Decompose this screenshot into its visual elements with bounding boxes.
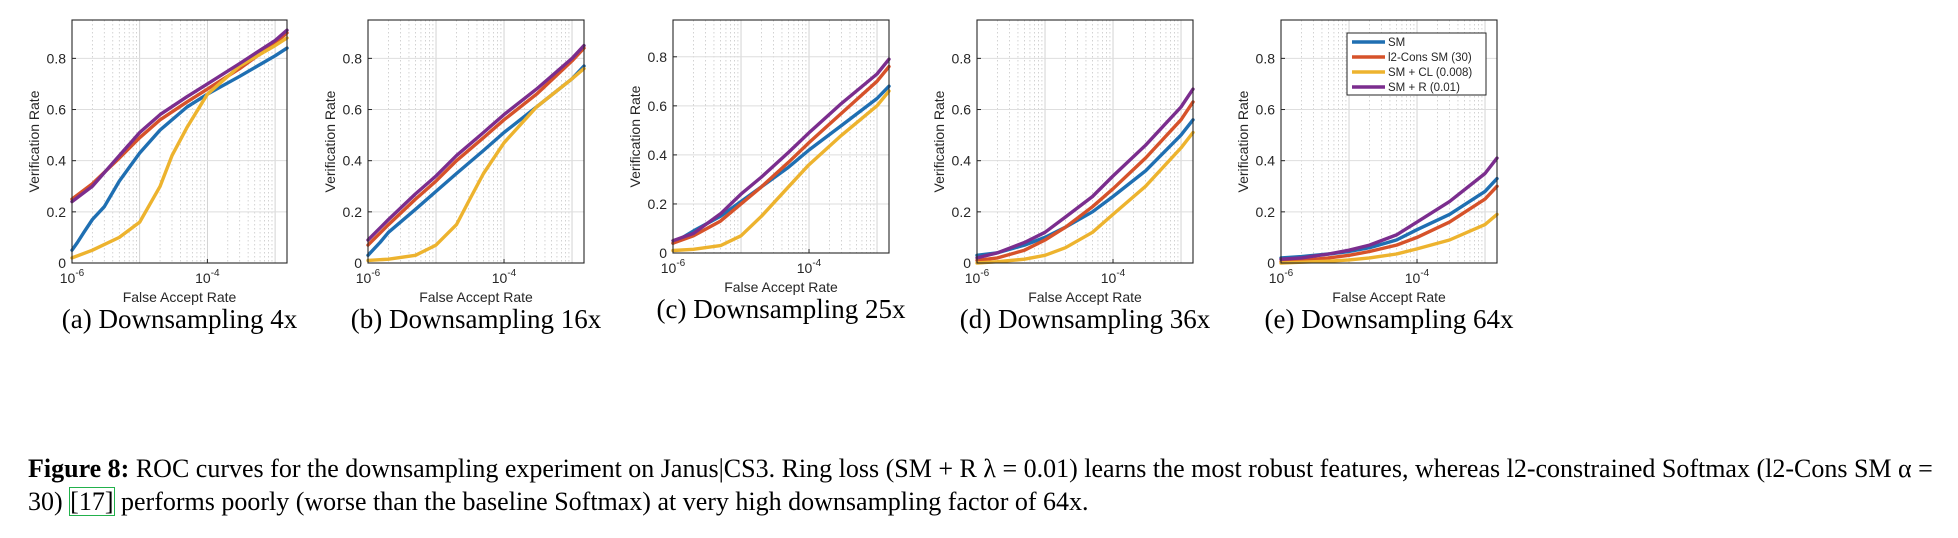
y-tick-label: 0.4 <box>47 153 67 169</box>
x-tick-label: 10-6 <box>356 268 381 286</box>
series-line-l2-cons-sm-30- <box>366 46 586 247</box>
y-tick-label: 0.2 <box>1256 204 1276 220</box>
y-tick-label: 0.4 <box>952 153 972 169</box>
roc-panel-2: 0 0.2 0.4 0.6 0.8 10-6 10-4 False Accept Rate Ve… <box>322 19 602 334</box>
y-tick-label: 0.4 <box>343 153 363 169</box>
series-line-sm-cl-0-008- <box>366 66 586 263</box>
x-tick-label: 10-6 <box>1269 268 1294 286</box>
plot-area <box>673 20 889 253</box>
y-axis-label: Verification Rate <box>26 90 42 192</box>
x-tick-label: 10-4 <box>1101 268 1126 286</box>
y-tick-label: 0.6 <box>343 102 363 118</box>
x-axis-label: False Accept Rate <box>724 279 838 295</box>
y-axis-label: Verification Rate <box>322 90 338 192</box>
y-axis-label: Verification Rate <box>931 90 947 192</box>
x-tick-label: 10-4 <box>1405 268 1430 286</box>
legend-label: SM + CL (0.008) <box>1388 67 1472 79</box>
y-tick-label: 0.4 <box>1256 153 1276 169</box>
y-tick-label: 0.2 <box>47 204 67 220</box>
series-line-l2-cons-sm-30- <box>975 100 1195 263</box>
series-line-sm-r-0-01- <box>975 87 1195 260</box>
y-tick-label: 0.2 <box>343 204 363 220</box>
series-line-sm-cl-0-008- <box>671 89 891 253</box>
series-line-l2-cons-sm-30- <box>1279 184 1499 264</box>
axes-frame <box>1280 19 1498 264</box>
y-tick-label: 0 <box>58 255 66 271</box>
figure-label: Figure 8: <box>28 454 130 483</box>
series-line-sm <box>70 46 289 252</box>
subfigure-caption: (d) Downsampling 36x <box>960 304 1211 334</box>
roc-panel-4: 0 0.2 0.4 0.6 0.8 10-6 10-4 False Accept Rate Ve… <box>931 19 1211 334</box>
axes-frame <box>71 19 288 264</box>
y-tick-label: 0.8 <box>648 49 668 65</box>
y-tick-label: 0 <box>659 245 667 261</box>
roc-panel-3: 0 0.2 0.4 0.6 0.8 10-6 10-4 False Accept Rate Ve… <box>627 19 906 324</box>
x-tick-label: 10-6 <box>60 268 85 286</box>
subfigure-caption: (a) Downsampling 4x <box>62 304 298 334</box>
caption-text-1: ROC curves for the downsampling experime… <box>28 454 1933 516</box>
series-line-sm-cl-0-008- <box>70 36 289 260</box>
subfigure-caption: (c) Downsampling 25x <box>657 294 906 324</box>
y-tick-label: 0.8 <box>343 50 363 66</box>
x-tick-label: 10-4 <box>492 268 517 286</box>
y-tick-label: 0.8 <box>952 50 972 66</box>
x-tick-label: 10-4 <box>797 258 822 276</box>
plot-area <box>368 20 584 263</box>
figure-caption: Figure 8: ROC curves for the downsamplin… <box>28 452 1933 518</box>
axes-frame <box>672 19 890 254</box>
y-tick-label: 0.6 <box>952 102 972 118</box>
subfigure-caption: (b) Downsampling 16x <box>351 304 602 334</box>
x-axis-label: False Accept Rate <box>419 289 533 305</box>
x-tick-label: 10-4 <box>195 268 220 286</box>
series-line-sm-cl-0-008- <box>1279 212 1499 265</box>
y-tick-label: 0.6 <box>47 102 67 118</box>
x-tick-label: 10-6 <box>661 258 686 276</box>
axes-frame <box>367 19 585 264</box>
legend-label: SM <box>1388 37 1405 49</box>
x-axis-label: False Accept Rate <box>1028 289 1142 305</box>
x-axis-label: False Accept Rate <box>123 289 237 305</box>
y-tick-label: 0.6 <box>648 98 668 114</box>
legend: SM l2-Cons SM (30) SM + CL (0.008) SM + R (… <box>1346 32 1487 96</box>
y-tick-label: 0.2 <box>648 196 668 212</box>
y-axis-label: Verification Rate <box>1235 90 1251 192</box>
x-tick-label: 10-6 <box>965 268 990 286</box>
series-line-sm-r-0-01- <box>70 28 289 204</box>
subfigure-caption: (e) Downsampling 64x <box>1265 304 1514 334</box>
y-tick-label: 0.2 <box>952 204 972 220</box>
caption-text-2: performs poorly (worse than the baseline… <box>121 487 1089 516</box>
y-tick-label: 0 <box>963 255 971 271</box>
x-axis-label: False Accept Rate <box>1332 289 1446 305</box>
minor-gridlines <box>693 20 878 253</box>
legend-label: l2-Cons SM (30) <box>1388 52 1472 64</box>
citation-link[interactable]: [17] <box>69 487 115 516</box>
series-line-sm-r-0-01- <box>671 57 891 243</box>
y-tick-label: 0.8 <box>1256 50 1276 66</box>
series-line-sm-cl-0-008- <box>975 130 1195 265</box>
plot-area <box>977 20 1193 263</box>
y-tick-label: 0.8 <box>47 50 67 66</box>
series-line-l2-cons-sm-30- <box>671 64 891 245</box>
roc-panel-1: 0 0.2 0.4 0.6 0.8 10-6 10-4 False Accept Rate Ve… <box>26 19 298 334</box>
minor-gridlines <box>997 20 1182 263</box>
y-tick-label: 0 <box>1267 255 1275 271</box>
y-tick-label: 0.6 <box>1256 102 1276 118</box>
y-tick-label: 0 <box>354 255 362 271</box>
axes-frame <box>976 19 1194 264</box>
series-line-sm-r-0-01- <box>366 43 586 242</box>
series-line-sm-r-0-01- <box>1279 156 1499 261</box>
legend-label: SM + R (0.01) <box>1388 82 1460 94</box>
roc-charts-figure: 0 0.2 0.4 0.6 0.8 10-6 10-4 False Accept Rate Ve… <box>26 19 1514 334</box>
y-tick-label: 0.4 <box>648 147 668 163</box>
y-axis-label: Verification Rate <box>627 85 643 187</box>
roc-panel-5: 0 0.2 0.4 0.6 0.8 10-6 10-4 False Accept Rate Ve… <box>1235 19 1514 334</box>
